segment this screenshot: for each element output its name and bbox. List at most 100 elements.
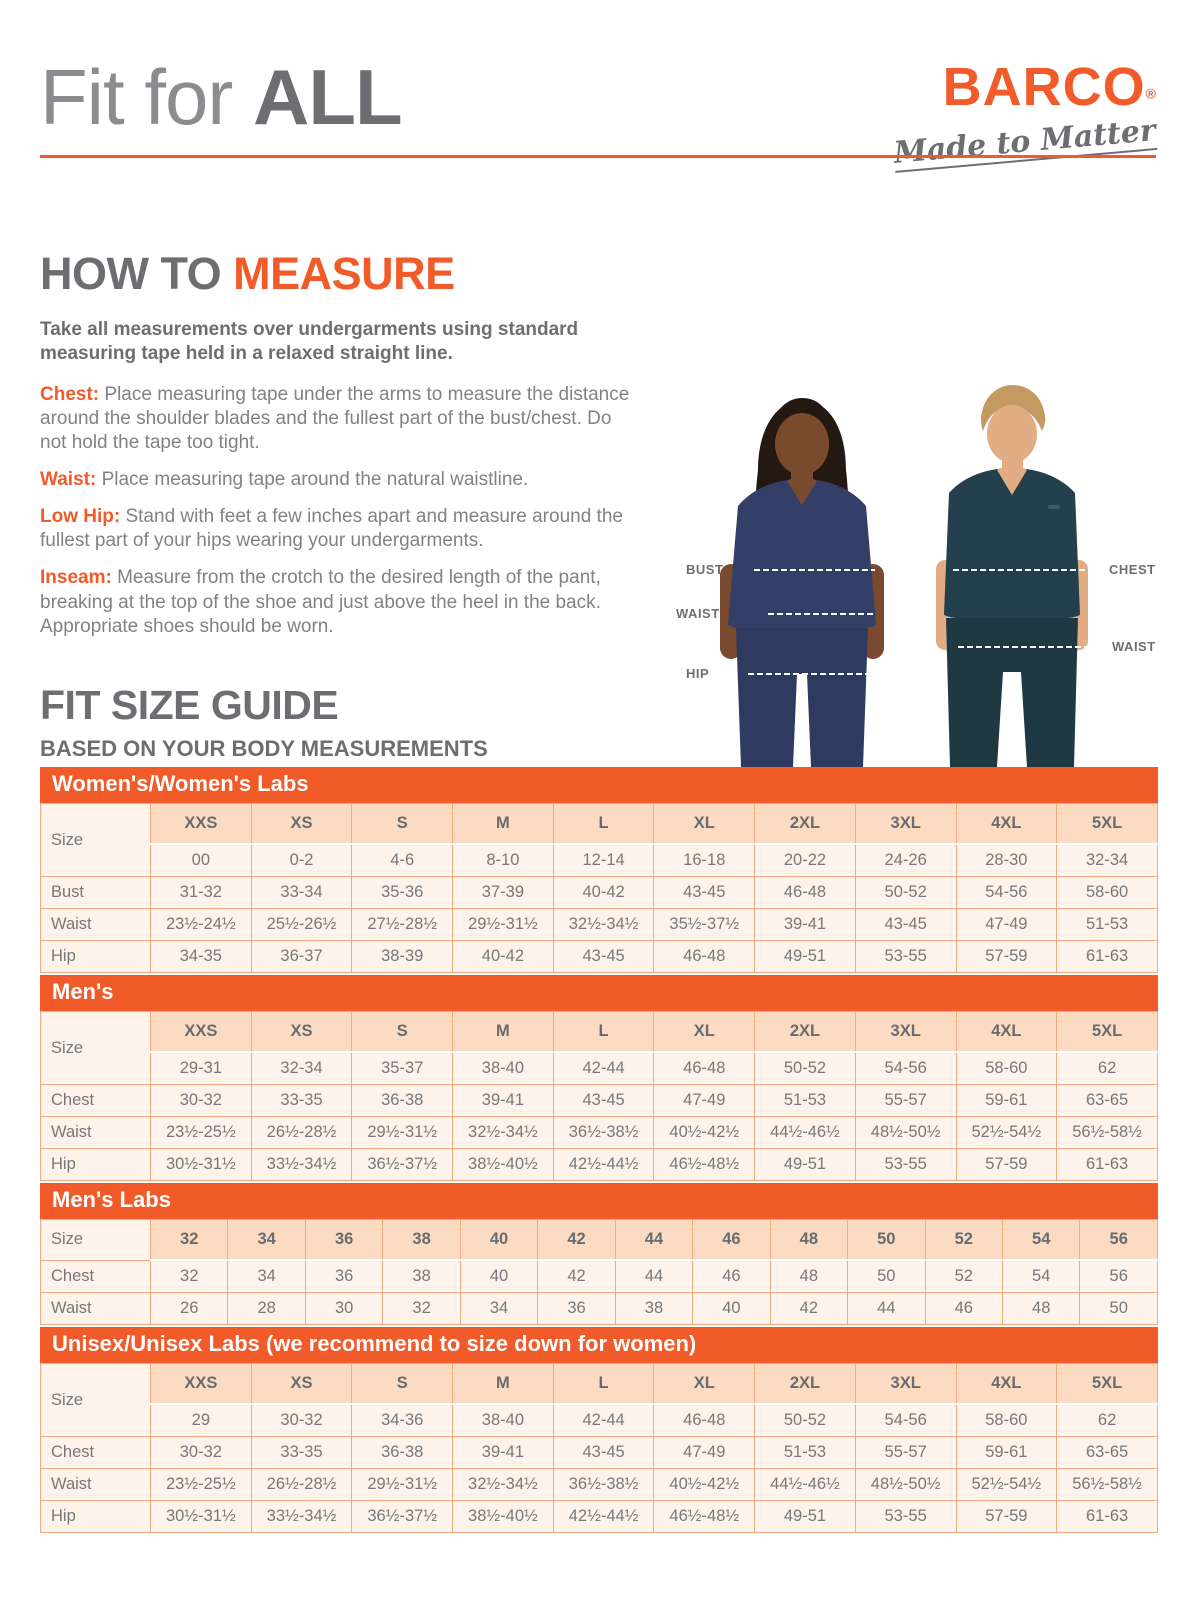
measurement-cell: 42½-44½ bbox=[552, 1500, 655, 1533]
size-column-header: S bbox=[351, 1011, 454, 1053]
measurement-cell: 47-49 bbox=[653, 1436, 756, 1469]
size-number-cell: 38-40 bbox=[452, 1051, 554, 1085]
size-number-cell: 62 bbox=[1056, 1403, 1158, 1437]
measurement-cell: 36 bbox=[304, 1259, 384, 1293]
measurement-cell: 26½-28½ bbox=[250, 1468, 353, 1501]
size-row-label: Size bbox=[40, 1011, 151, 1085]
measurement-cell: 63-65 bbox=[1056, 1436, 1158, 1469]
measurement-cell: 30 bbox=[304, 1292, 384, 1325]
size-number-cell: 00 bbox=[150, 843, 252, 877]
measurement-cell: 46½-48½ bbox=[653, 1500, 756, 1533]
size-column-header: 2XL bbox=[754, 803, 856, 845]
measurement-cell: 32 bbox=[382, 1292, 461, 1325]
chest-label: CHEST bbox=[1109, 562, 1156, 577]
bust-label: BUST bbox=[686, 562, 724, 577]
measurement-cell: 39-41 bbox=[452, 1436, 554, 1469]
measurement-row: Hip 30½-31½ 33½-34½ 36½-37½ 38½-40½ 42½-44½ 46… bbox=[40, 1500, 1158, 1533]
measure-label: Waist: bbox=[40, 469, 97, 490]
size-column-header: L bbox=[552, 1363, 655, 1405]
size-column-header: 40 bbox=[459, 1219, 539, 1261]
size-column-header: 52 bbox=[924, 1219, 1003, 1261]
measurement-cell: 33-35 bbox=[250, 1436, 353, 1469]
measurement-cell: 51-53 bbox=[754, 1084, 856, 1117]
measurement-cell: 29½-31½ bbox=[351, 1468, 454, 1501]
size-number-cell: 32-34 bbox=[1056, 843, 1158, 877]
measurement-cell: 27½-28½ bbox=[351, 908, 454, 941]
measurement-cell: 51-53 bbox=[754, 1436, 856, 1469]
size-number-cell: 58-60 bbox=[955, 1403, 1058, 1437]
measurement-row-label: Waist bbox=[40, 908, 151, 941]
measurement-cell: 40-42 bbox=[452, 940, 554, 973]
measurement-cell: 30-32 bbox=[150, 1436, 252, 1469]
measure-label: Chest: bbox=[40, 383, 100, 405]
size-column-header: L bbox=[552, 803, 655, 845]
size-number-cell: 20-22 bbox=[754, 843, 856, 877]
measurement-cell: 36-37 bbox=[250, 940, 353, 973]
size-column-header: M bbox=[452, 1363, 554, 1405]
table-title-bar: Men's bbox=[40, 975, 1158, 1011]
measurement-cell: 36-38 bbox=[351, 1084, 454, 1117]
barco-wordmark: BARCO® bbox=[893, 60, 1156, 114]
measurement-cell: 56½-58½ bbox=[1056, 1116, 1158, 1149]
measurement-cell: 50 bbox=[1079, 1292, 1158, 1325]
measure-item-chest: Chest: Place measuring tape under the ar… bbox=[40, 383, 630, 455]
measurement-cell: 50-52 bbox=[854, 876, 957, 909]
size-column-header: 38 bbox=[382, 1219, 461, 1261]
measurement-lines bbox=[748, 569, 1105, 675]
size-table: Size XXS XS S M L XL 2XL 3XL 4XL 5XL 29 30-32 34-36 38… bbox=[40, 1363, 1158, 1533]
measurement-cell: 33-34 bbox=[250, 876, 353, 909]
measure-text: Measure from the crotch to the desired l… bbox=[40, 567, 601, 637]
measurement-row-label: Bust bbox=[40, 876, 151, 909]
measurement-cell: 57-59 bbox=[955, 940, 1058, 973]
registered-mark: ® bbox=[1145, 85, 1156, 102]
size-column-header: S bbox=[351, 803, 454, 845]
waist-label-right: WAIST bbox=[1112, 639, 1156, 654]
heading-orange-part: MEASURE bbox=[233, 248, 455, 299]
measurement-cell: 30½-31½ bbox=[150, 1148, 252, 1181]
brand-name: BARCO bbox=[942, 57, 1146, 117]
how-to-measure-section: HOW TO MEASURE Take all measurements ove… bbox=[40, 248, 640, 652]
measurement-cell: 33-35 bbox=[250, 1084, 353, 1117]
size-number-cell: 54-56 bbox=[854, 1403, 957, 1437]
measurement-row: Chest 32 34 36 38 40 42 44 46 48 50 52 54 56 bbox=[40, 1259, 1158, 1293]
measurement-cell: 34-35 bbox=[150, 940, 252, 973]
size-table: Size 32 34 36 38 40 42 44 46 48 50 52 54 56 Chest 32 34 3… bbox=[40, 1219, 1158, 1325]
measurement-cell: 43-45 bbox=[552, 1436, 655, 1469]
measurement-cell: 38½-40½ bbox=[452, 1148, 554, 1181]
hip-label: HIP bbox=[686, 666, 710, 681]
measurement-cell: 44 bbox=[614, 1259, 694, 1293]
measurement-cell: 40 bbox=[459, 1259, 539, 1293]
measurement-cell: 46-48 bbox=[754, 876, 856, 909]
measurement-cell: 57-59 bbox=[955, 1148, 1058, 1181]
measurement-cell: 33½-34½ bbox=[250, 1148, 353, 1181]
how-to-measure-heading: HOW TO MEASURE bbox=[40, 248, 640, 300]
measurement-cell: 36½-37½ bbox=[351, 1148, 454, 1181]
measurement-cell: 55-57 bbox=[854, 1084, 957, 1117]
measurement-cell: 36½-38½ bbox=[552, 1116, 655, 1149]
measurement-cell: 49-51 bbox=[754, 1500, 856, 1533]
measurement-row-label: Hip bbox=[40, 1148, 151, 1181]
man-model bbox=[936, 385, 1088, 767]
size-column-header: 4XL bbox=[955, 1363, 1058, 1405]
measurement-cell: 26 bbox=[149, 1292, 229, 1325]
size-number-cell: 42-44 bbox=[552, 1051, 655, 1085]
measurement-cell: 55-57 bbox=[854, 1436, 957, 1469]
measurement-cell: 63-65 bbox=[1056, 1084, 1158, 1117]
measurement-cell: 49-51 bbox=[754, 940, 856, 973]
table-title-bar: Men's Labs bbox=[40, 1183, 1158, 1219]
measurement-cell: 53-55 bbox=[854, 940, 957, 973]
size-row-label: Size bbox=[40, 1363, 151, 1437]
size-column-header: 3XL bbox=[854, 1011, 957, 1053]
page-title: Fit for ALL bbox=[40, 52, 403, 143]
size-column-header: 4XL bbox=[955, 1011, 1058, 1053]
size-number-cell: 12-14 bbox=[552, 843, 655, 877]
size-column-header: XL bbox=[653, 1363, 756, 1405]
page-title-bold: ALL bbox=[253, 53, 403, 141]
measurement-cell: 52 bbox=[924, 1259, 1003, 1293]
size-column-header: M bbox=[452, 803, 554, 845]
measurement-cell: 61-63 bbox=[1056, 1148, 1158, 1181]
fit-size-guide-heading: FIT SIZE GUIDE bbox=[40, 682, 339, 728]
size-table: Size XXS XS S M L XL 2XL 3XL 4XL 5XL 29-31 32-34 35-3… bbox=[40, 1011, 1158, 1181]
size-number-cell: 42-44 bbox=[552, 1403, 655, 1437]
size-number-cell: 0-2 bbox=[250, 843, 353, 877]
